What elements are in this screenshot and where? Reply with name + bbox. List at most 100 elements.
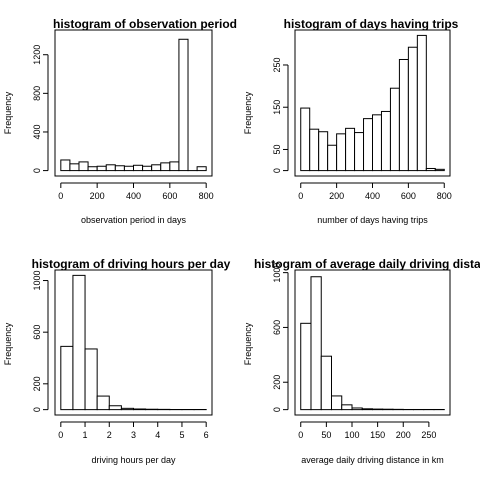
y-axis-label: Frequency xyxy=(3,91,13,134)
histogram-bar xyxy=(434,168,445,172)
y-axis-label: Frequency xyxy=(243,322,253,365)
y-tick-label: 0 xyxy=(32,407,42,412)
histogram-bar xyxy=(320,355,332,411)
x-tick-label: 800 xyxy=(199,191,214,201)
histogram-bar xyxy=(60,159,71,172)
y-tick-label: 600 xyxy=(32,325,42,340)
histogram-bar xyxy=(72,274,86,411)
x-tick-label: 5 xyxy=(179,430,184,440)
plot-box xyxy=(54,269,213,416)
plot-box xyxy=(294,29,451,177)
x-axis-label: average daily driving distance in km xyxy=(301,455,444,465)
histogram-bar xyxy=(372,408,384,411)
y-tick-label: 200 xyxy=(32,376,42,391)
histogram-bar xyxy=(425,167,436,172)
histogram-bar xyxy=(341,404,353,411)
histogram-bar xyxy=(123,165,135,172)
x-tick-label: 50 xyxy=(321,430,331,440)
histogram-bar xyxy=(120,407,135,411)
plot-box xyxy=(294,269,451,416)
x-axis-label: number of days having trips xyxy=(317,215,428,225)
x-tick-label: 600 xyxy=(162,191,177,201)
histogram-bar xyxy=(108,405,122,411)
y-tick-label: 1200 xyxy=(32,45,42,65)
y-tick-label: 400 xyxy=(32,124,42,139)
chart-title: histogram of days having trips xyxy=(284,17,459,31)
x-tick-label: 3 xyxy=(131,430,136,440)
histogram-bar xyxy=(345,127,356,172)
histogram-bar xyxy=(60,345,74,411)
histogram-bar xyxy=(398,58,409,172)
y-tick-label: 0 xyxy=(32,168,42,173)
y-axis-label: Frequency xyxy=(243,91,253,134)
x-tick-label: 4 xyxy=(155,430,160,440)
histogram-bar xyxy=(69,163,80,172)
x-tick-label: 1 xyxy=(83,430,88,440)
y-tick-label: 0 xyxy=(272,168,282,173)
histogram-bar xyxy=(310,276,322,411)
plot-box xyxy=(54,29,213,177)
x-tick-label: 800 xyxy=(437,191,452,201)
x-tick-label: 400 xyxy=(365,191,380,201)
histogram-bar xyxy=(160,162,171,172)
histogram-bar xyxy=(407,46,418,172)
x-tick-label: 0 xyxy=(58,430,63,440)
histogram-bar xyxy=(133,164,144,172)
histogram-bar xyxy=(105,164,116,172)
y-tick-label: 600 xyxy=(272,320,282,335)
x-tick-label: 200 xyxy=(90,191,105,201)
y-tick-label: 250 xyxy=(272,57,282,72)
histogram-bar xyxy=(361,408,374,411)
histogram-bar xyxy=(151,164,162,172)
histogram-bar xyxy=(196,166,207,172)
y-tick-label: 200 xyxy=(272,375,282,390)
histogram-bar xyxy=(327,144,338,172)
y-tick-label: 150 xyxy=(272,100,282,115)
histogram-bar xyxy=(78,161,89,172)
x-tick-label: 100 xyxy=(344,430,359,440)
histogram-bar xyxy=(330,395,343,411)
histogram-bar xyxy=(84,348,98,411)
histogram-bar xyxy=(318,131,329,172)
y-axis-label: Frequency xyxy=(3,322,13,365)
x-axis-label: driving hours per day xyxy=(91,455,176,465)
histogram-bar xyxy=(309,128,320,172)
chart-title: histogram of average daily driving dista… xyxy=(254,257,480,271)
histogram-bar xyxy=(178,38,189,172)
histogram-bar xyxy=(416,34,427,172)
x-tick-label: 0 xyxy=(298,191,303,201)
histogram-bar xyxy=(380,110,391,172)
x-tick-label: 400 xyxy=(126,191,141,201)
x-tick-label: 250 xyxy=(421,430,436,440)
histogram-bar xyxy=(354,132,365,172)
histogram-bar xyxy=(96,395,110,411)
histogram-bar xyxy=(133,408,147,411)
histogram-bar xyxy=(96,165,107,172)
x-tick-label: 0 xyxy=(58,191,63,201)
histogram-bar xyxy=(351,407,363,411)
x-tick-label: 0 xyxy=(298,430,303,440)
histogram-panel-1: 0 200 400 600 800 0 400 800 1200 histogram of obs… xyxy=(3,17,237,225)
histogram-bar xyxy=(336,133,347,172)
histogram-bar xyxy=(87,166,98,172)
x-tick-label: 200 xyxy=(396,430,411,440)
y-tick-label: 1000 xyxy=(272,263,282,283)
x-tick-label: 600 xyxy=(401,191,416,201)
histogram-bar xyxy=(169,161,180,172)
chart-title: histogram of driving hours per day xyxy=(32,257,231,271)
histogram-bar xyxy=(300,107,311,172)
histogram-bar xyxy=(372,114,382,172)
x-axis-label: observation period in days xyxy=(81,215,187,225)
chart-title: histogram of observation period xyxy=(53,17,237,31)
x-tick-label: 6 xyxy=(204,430,209,440)
histogram-bar xyxy=(389,87,400,172)
histogram-bar xyxy=(142,165,153,172)
histogram-bar xyxy=(300,322,312,411)
y-tick-label: 800 xyxy=(32,86,42,101)
y-tick-label: 50 xyxy=(272,144,282,154)
x-tick-label: 200 xyxy=(329,191,344,201)
histogram-bar xyxy=(114,165,125,172)
